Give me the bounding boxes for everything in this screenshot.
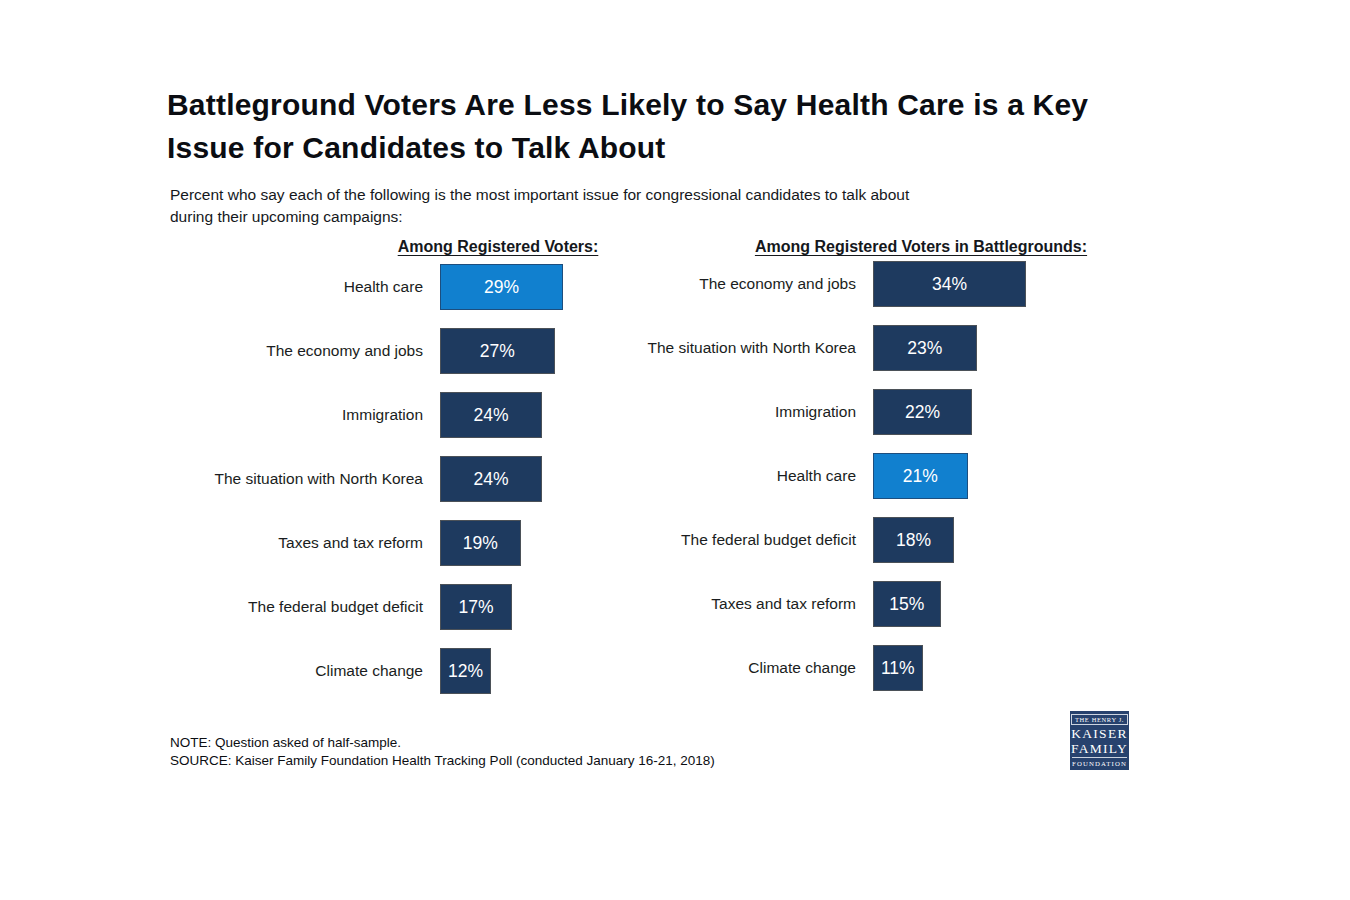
category-label: The economy and jobs xyxy=(600,275,873,293)
category-label: The federal budget deficit xyxy=(600,531,873,549)
chart-row: Health care21% xyxy=(600,453,1026,499)
kff-logo-family-line: FAMILY xyxy=(1071,741,1128,756)
chart-row: The economy and jobs34% xyxy=(600,261,1026,307)
category-label: Climate change xyxy=(600,659,873,677)
bar: 19% xyxy=(440,520,521,566)
chart-row: The economy and jobs27% xyxy=(167,328,563,374)
category-label: The situation with North Korea xyxy=(167,470,440,488)
category-label: Immigration xyxy=(167,406,440,424)
chart-row: The situation with North Korea23% xyxy=(600,325,1026,371)
bar-highlighted: 29% xyxy=(440,264,563,310)
note-line: NOTE: Question asked of half-sample. xyxy=(170,734,715,752)
category-label: The federal budget deficit xyxy=(167,598,440,616)
category-label: Health care xyxy=(600,467,873,485)
bar: 22% xyxy=(873,389,972,435)
column-header-registered-voters: Among Registered Voters: xyxy=(338,238,658,256)
kff-logo-kaiser-line: KAISER xyxy=(1071,726,1128,741)
bar: 12% xyxy=(440,648,491,694)
bar: 18% xyxy=(873,517,954,563)
bar: 11% xyxy=(873,645,923,691)
column-header-battleground-voters: Among Registered Voters in Battlegrounds… xyxy=(751,238,1091,256)
kff-logo-henry-line: THE HENRY J. xyxy=(1071,714,1128,725)
chart-row: Taxes and tax reform15% xyxy=(600,581,1026,627)
category-label: The economy and jobs xyxy=(167,342,440,360)
bar: 15% xyxy=(873,581,941,627)
kff-logo-foundation-line: FOUNDATION xyxy=(1072,757,1127,767)
chart-row: Taxes and tax reform19% xyxy=(167,520,563,566)
kff-logo: THE HENRY J. KAISER FAMILY FOUNDATION xyxy=(1070,711,1129,770)
bar: 24% xyxy=(440,392,542,438)
chart-row: Immigration24% xyxy=(167,392,563,438)
bar-chart-registered-voters: Health care29% The economy and jobs27% Imm… xyxy=(167,264,563,712)
footnotes: NOTE: Question asked of half-sample. SOU… xyxy=(170,734,715,770)
bar: 34% xyxy=(873,261,1026,307)
category-label: Immigration xyxy=(600,403,873,421)
category-label: Taxes and tax reform xyxy=(600,595,873,613)
slide: Battleground Voters Are Less Likely to S… xyxy=(0,0,1350,900)
chart-row: The federal budget deficit18% xyxy=(600,517,1026,563)
chart-title: Battleground Voters Are Less Likely to S… xyxy=(167,84,1147,170)
source-line: SOURCE: Kaiser Family Foundation Health … xyxy=(170,752,715,770)
bar-highlighted: 21% xyxy=(873,453,968,499)
category-label: Health care xyxy=(167,278,440,296)
bar: 23% xyxy=(873,325,977,371)
chart-row: Immigration22% xyxy=(600,389,1026,435)
chart-row: Climate change11% xyxy=(600,645,1026,691)
bar-chart-battleground-voters: The economy and jobs34% The situation wit… xyxy=(600,261,1026,709)
chart-row: Health care29% xyxy=(167,264,563,310)
chart-row: Climate change12% xyxy=(167,648,563,694)
chart-row: The situation with North Korea24% xyxy=(167,456,563,502)
chart-row: The federal budget deficit17% xyxy=(167,584,563,630)
category-label: Climate change xyxy=(167,662,440,680)
category-label: Taxes and tax reform xyxy=(167,534,440,552)
category-label: The situation with North Korea xyxy=(600,339,873,357)
bar: 24% xyxy=(440,456,542,502)
bar: 17% xyxy=(440,584,512,630)
bar: 27% xyxy=(440,328,555,374)
chart-subtitle: Percent who say each of the following is… xyxy=(170,184,1070,228)
